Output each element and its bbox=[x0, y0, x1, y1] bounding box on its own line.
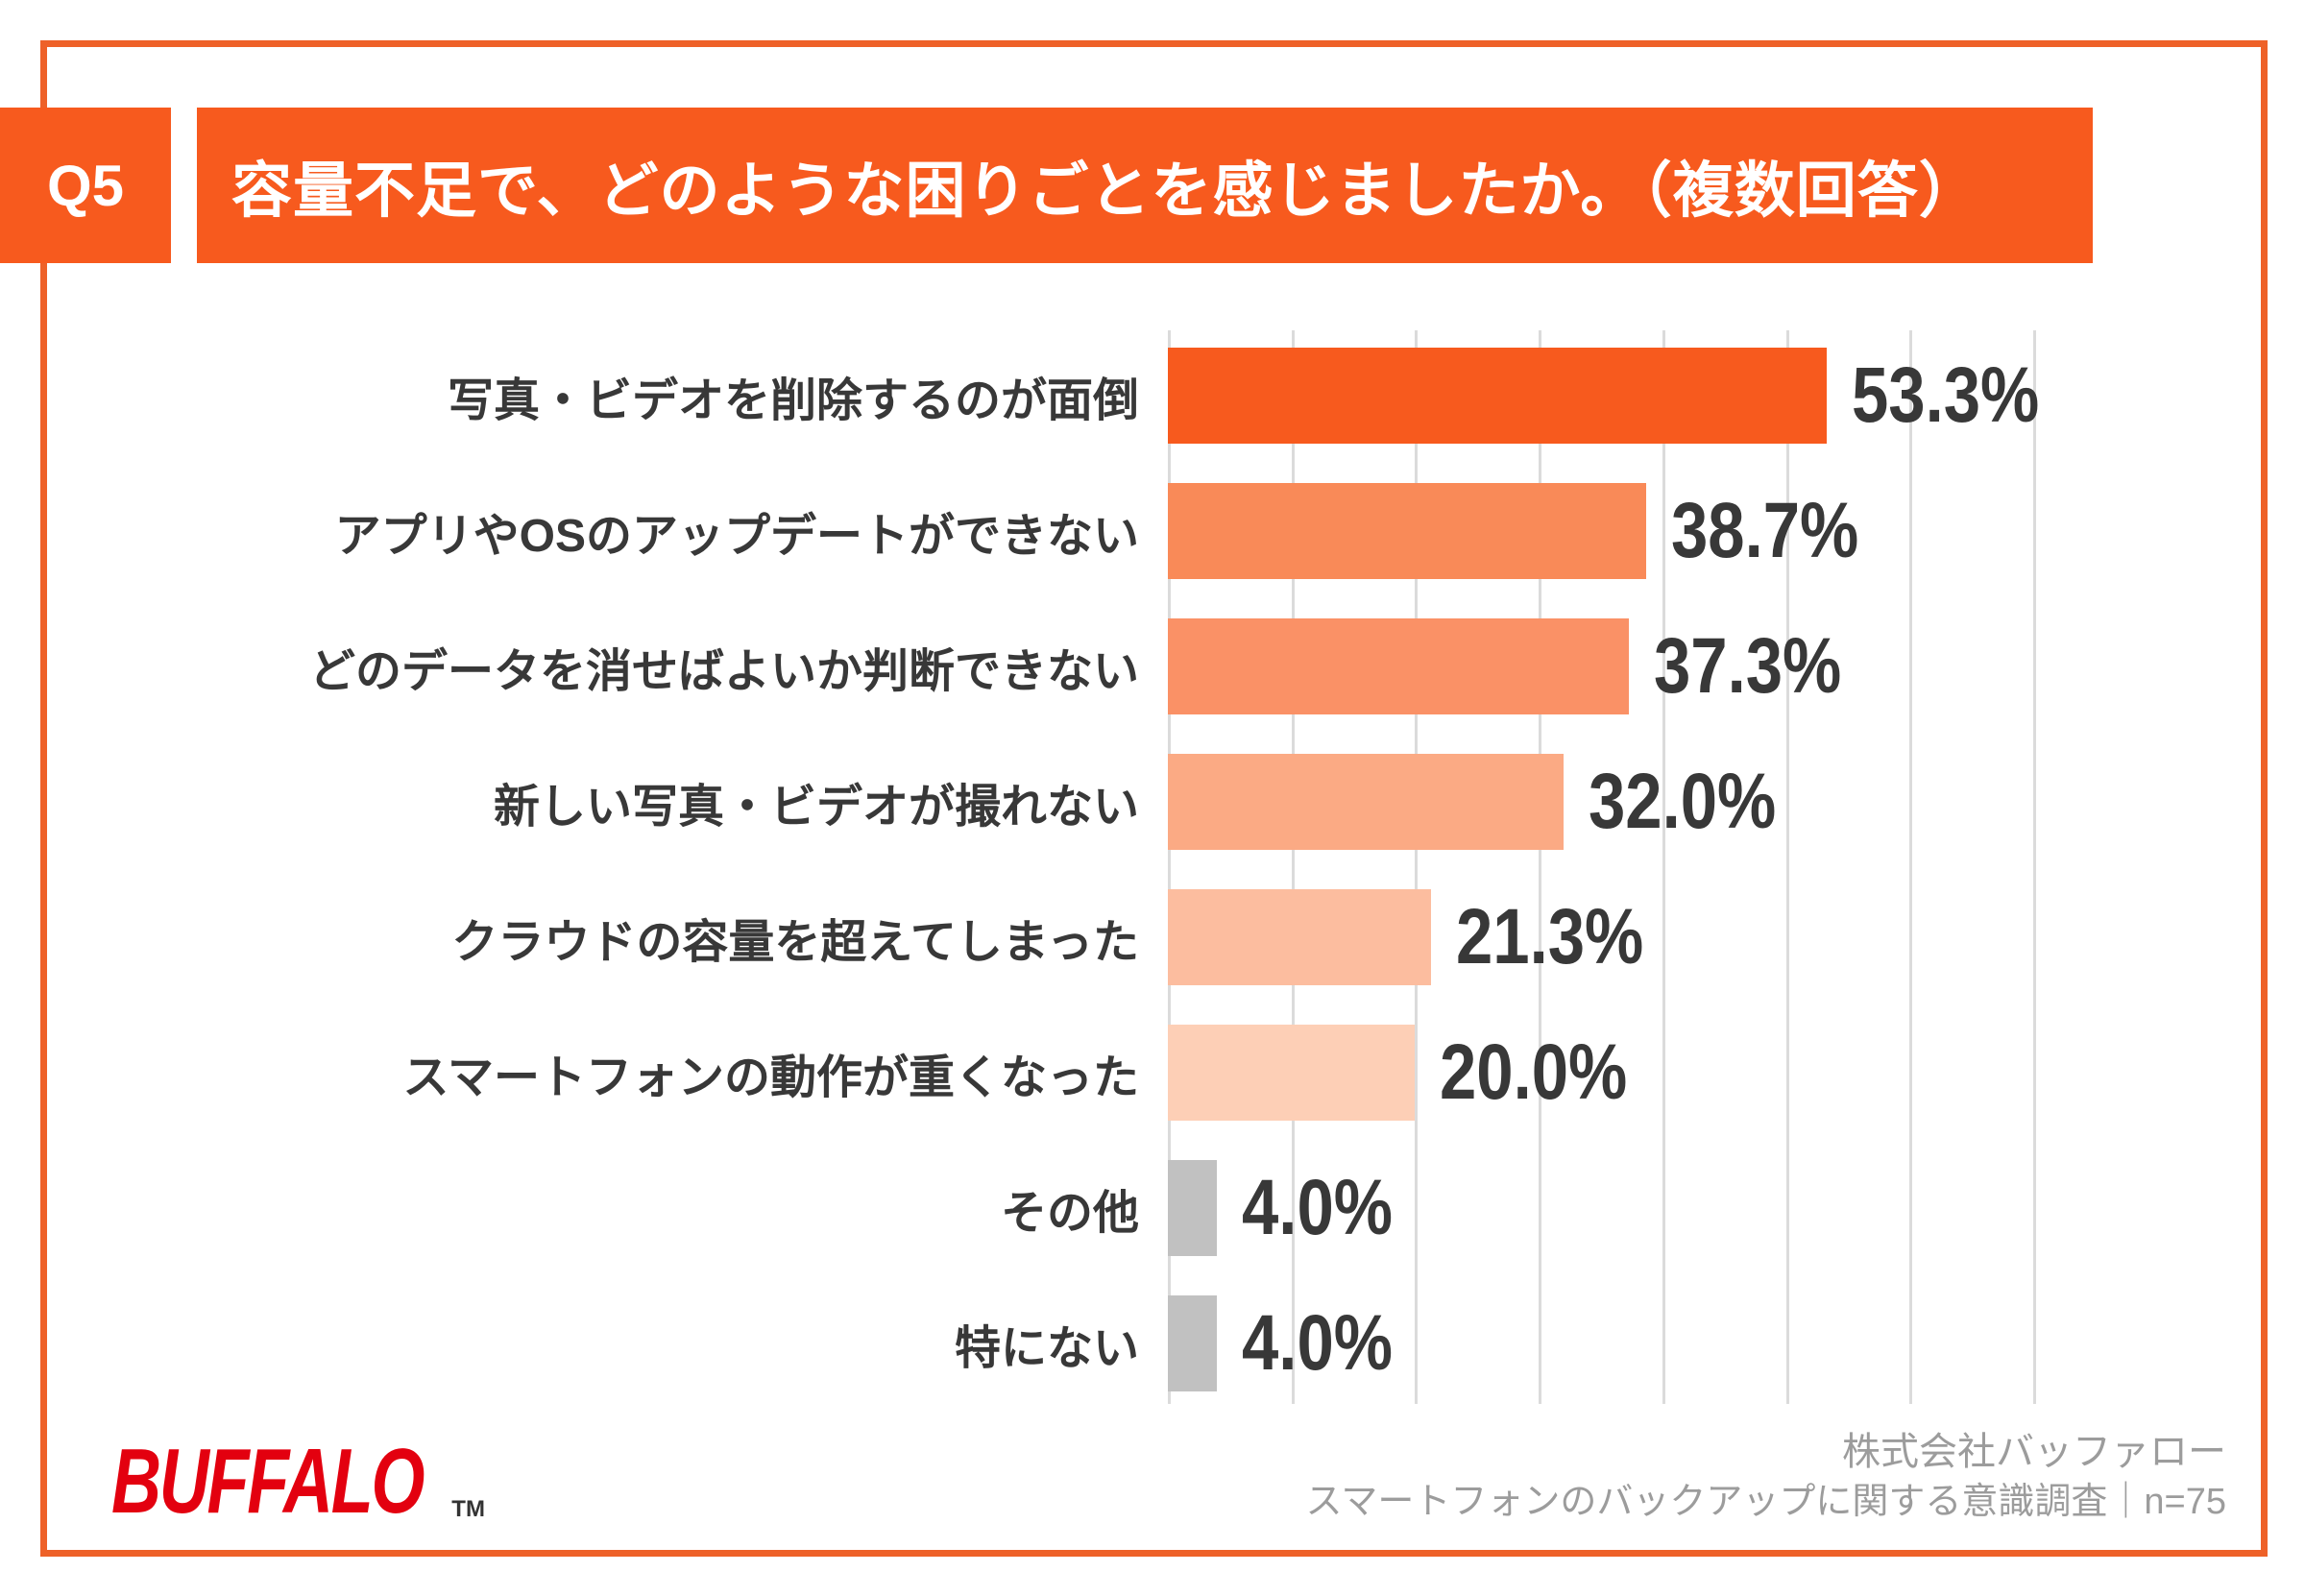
source-note: 株式会社バッファロー スマートフォンのバックアップに関する意識調査｜n=75 bbox=[1306, 1427, 2226, 1527]
bar bbox=[1168, 348, 1827, 444]
gridline bbox=[1168, 330, 1171, 1404]
category-label: その他 bbox=[1000, 1188, 1139, 1239]
category-label: スマートフォンの動作が重くなった bbox=[402, 1052, 1139, 1103]
bar bbox=[1168, 1160, 1217, 1256]
category-label: 新しい写真・ビデオが撮れない bbox=[493, 782, 1139, 833]
bar bbox=[1168, 483, 1646, 579]
source-survey: スマートフォンのバックアップに関する意識調査｜n=75 bbox=[1305, 1482, 2226, 1522]
bar bbox=[1168, 1025, 1415, 1121]
bar bbox=[1168, 889, 1431, 985]
bar bbox=[1168, 754, 1564, 850]
category-label: 特にない bbox=[954, 1323, 1139, 1374]
gridline bbox=[1909, 330, 1912, 1404]
value-label: 4.0% bbox=[1242, 1299, 1394, 1387]
gridline bbox=[1539, 330, 1541, 1404]
bar bbox=[1168, 618, 1629, 714]
trademark-label: TM bbox=[451, 1496, 485, 1522]
value-label: 53.3% bbox=[1852, 351, 2040, 439]
value-label: 32.0% bbox=[1589, 758, 1777, 845]
category-label: アプリやOSのアップデートができない bbox=[334, 511, 1139, 562]
gridline bbox=[1292, 330, 1295, 1404]
buffalo-logo-text: BUFFALO bbox=[111, 1430, 425, 1534]
source-company: 株式会社バッファロー bbox=[1842, 1431, 2226, 1473]
value-label: 4.0% bbox=[1242, 1164, 1394, 1251]
category-label: 写真・ビデオを削除するのが面倒 bbox=[447, 375, 1139, 426]
question-number-badge: Q5 bbox=[0, 108, 171, 263]
gridline bbox=[2033, 330, 2036, 1404]
gridline bbox=[1662, 330, 1665, 1404]
value-label: 21.3% bbox=[1456, 893, 1644, 980]
category-label: どのデータを消せばよいか判断できない bbox=[308, 646, 1139, 697]
value-label: 38.7% bbox=[1671, 487, 1859, 574]
page-title: 容量不足で、どのような困りごとを感じましたか。（複数回答） bbox=[231, 157, 1980, 225]
title-bar: 容量不足で、どのような困りごとを感じましたか。（複数回答） bbox=[197, 108, 2093, 263]
bar bbox=[1168, 1295, 1217, 1391]
buffalo-logo: BUFFALO TM bbox=[111, 1430, 485, 1534]
page-border-frame bbox=[40, 40, 2268, 1557]
value-label: 37.3% bbox=[1654, 622, 1842, 710]
gridline bbox=[1415, 330, 1418, 1404]
gridline bbox=[1786, 330, 1789, 1404]
value-label: 20.0% bbox=[1440, 1028, 1628, 1116]
question-number-label: Q5 bbox=[46, 153, 125, 218]
category-label: クラウドの容量を超えてしまった bbox=[451, 917, 1139, 968]
